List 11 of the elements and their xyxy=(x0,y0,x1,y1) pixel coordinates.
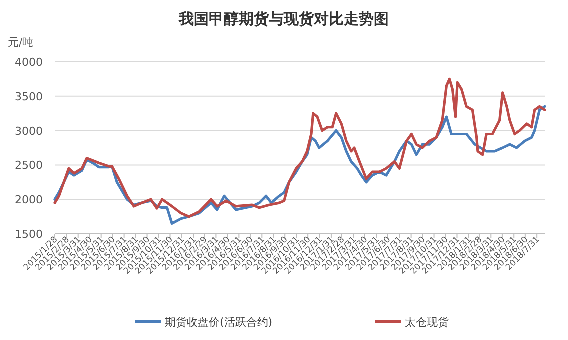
y-tick-label: 2500 xyxy=(15,159,43,172)
y-axis-title: 元/吨 xyxy=(8,36,34,49)
line-series xyxy=(54,78,546,218)
y-tick-label: 4000 xyxy=(15,56,43,69)
y-tick-label: 2000 xyxy=(15,194,43,207)
y-tick-label: 3000 xyxy=(15,124,43,138)
y-tick-label: 1500 xyxy=(15,228,43,241)
y-tick-label: 3500 xyxy=(15,90,43,104)
legend-label: 太仓现货 xyxy=(405,316,449,329)
chart-title: 我国甲醇期货与现货对比走势图 xyxy=(178,10,389,28)
legend-label: 期货收盘价(活跃合约) xyxy=(165,316,273,329)
